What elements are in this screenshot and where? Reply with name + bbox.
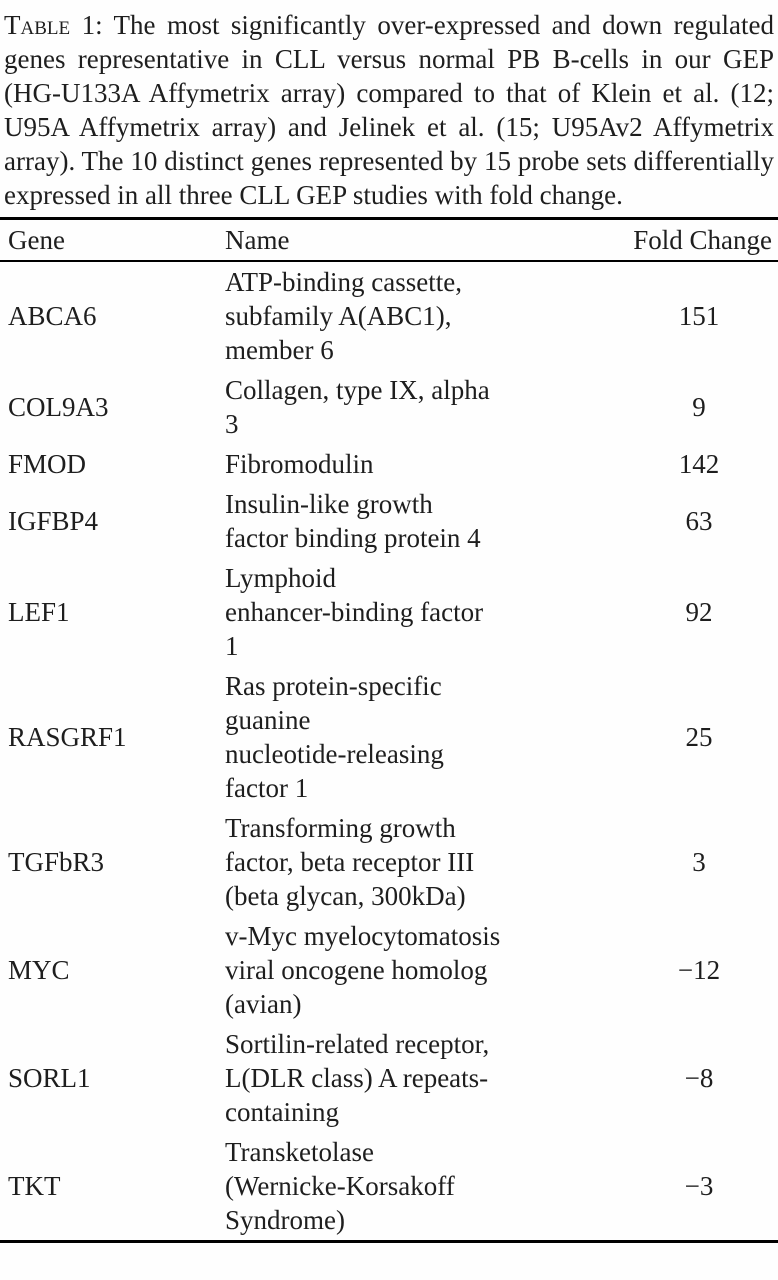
header-name: Name bbox=[225, 225, 290, 255]
gene-name-line: containing bbox=[225, 1097, 339, 1127]
gene-name-line: 3 bbox=[225, 409, 239, 439]
gene-name-line: Syndrome) bbox=[225, 1205, 345, 1235]
fold-change-cell: 142 bbox=[678, 449, 720, 479]
table-row: MYC v-Myc myelocytomatosis viral oncogene … bbox=[0, 916, 778, 1024]
gene-symbol-cell: SORL1 bbox=[8, 1063, 91, 1093]
gene-name-cell: ATP-binding cassette, subfamily A(ABC1), m… bbox=[225, 261, 620, 370]
gene-symbol-cell: LEF1 bbox=[8, 597, 70, 627]
table-row: IGFBP4 Insulin-like growth factor binding … bbox=[0, 484, 778, 558]
gene-symbol-cell: TGFbR3 bbox=[8, 847, 105, 877]
gene-name-line: Fibromodulin bbox=[225, 449, 374, 479]
caption-number: 1: bbox=[81, 10, 103, 40]
gene-name-line: factor, beta receptor III bbox=[225, 847, 475, 877]
fold-change-cell: 63 bbox=[685, 506, 713, 536]
gene-table: Gene Name Fold Change ABCA6 ATP-binding c… bbox=[0, 217, 778, 1243]
header-fold-change: Fold Change bbox=[633, 225, 772, 255]
gene-name-line: (Wernicke-Korsakoff bbox=[225, 1171, 455, 1201]
gene-symbol-cell: RASGRF1 bbox=[8, 722, 127, 752]
table-row: FMOD Fibromodulin 142 bbox=[0, 444, 778, 484]
gene-name-line: member 6 bbox=[225, 335, 334, 365]
header-row: Gene Name Fold Change bbox=[0, 219, 778, 261]
gene-table-body: ABCA6 ATP-binding cassette, subfamily A(AB… bbox=[0, 261, 778, 1242]
fold-change-cell: −8 bbox=[684, 1063, 714, 1093]
table-row: COL9A3 Collagen, type IX, alpha 3 9 bbox=[0, 370, 778, 444]
gene-name-cell: Ras protein-specific guanine nucleotide-re… bbox=[225, 666, 620, 808]
gene-name-cell: Transforming growth factor, beta receptor… bbox=[225, 808, 620, 916]
gene-symbol-cell: IGFBP4 bbox=[8, 506, 99, 536]
gene-symbol-cell: MYC bbox=[8, 955, 70, 985]
gene-symbol-cell: COL9A3 bbox=[8, 392, 109, 422]
table-row: SORL1 Sortilin-related receptor, L(DLR cla… bbox=[0, 1024, 778, 1132]
gene-symbol-cell: FMOD bbox=[8, 449, 87, 479]
fold-change-cell: −3 bbox=[684, 1171, 714, 1201]
gene-symbol-cell: TKT bbox=[8, 1171, 61, 1201]
gene-name-line: viral oncogene homolog bbox=[225, 955, 488, 985]
gene-name-line: (beta glycan, 300kDa) bbox=[225, 881, 466, 911]
table-caption: Table 1: The most significantly over-exp… bbox=[4, 8, 774, 212]
gene-name-line: Transketolase bbox=[225, 1137, 374, 1167]
gene-name-cell: Transketolase (Wernicke-Korsakoff Syndrome… bbox=[225, 1132, 620, 1242]
gene-name-line: factor 1 bbox=[225, 773, 309, 803]
fold-change-cell: −12 bbox=[677, 955, 721, 985]
gene-name-cell: Sortilin-related receptor, L(DLR class) A… bbox=[225, 1024, 620, 1132]
gene-name-line: Transforming growth bbox=[225, 813, 456, 843]
gene-name-line: Lymphoid bbox=[225, 563, 337, 593]
fold-change-cell: 151 bbox=[678, 301, 720, 331]
table-row: TKT Transketolase (Wernicke-Korsakoff Syndr… bbox=[0, 1132, 778, 1242]
fold-change-cell: 3 bbox=[692, 847, 706, 877]
fold-change-cell: 92 bbox=[685, 597, 713, 627]
fold-change-cell: 25 bbox=[685, 722, 713, 752]
table-row: ABCA6 ATP-binding cassette, subfamily A(AB… bbox=[0, 261, 778, 370]
gene-name-line: enhancer-binding factor bbox=[225, 597, 484, 627]
gene-name-line: (avian) bbox=[225, 989, 302, 1019]
header-gene: Gene bbox=[8, 225, 65, 255]
gene-name-line: Ras protein-specific bbox=[225, 671, 442, 701]
gene-name-line: Collagen, type IX, alpha bbox=[225, 375, 490, 405]
gene-name-line: factor binding protein 4 bbox=[225, 523, 481, 553]
gene-name-line: L(DLR class) A repeats- bbox=[225, 1063, 489, 1093]
gene-symbol-cell: ABCA6 bbox=[8, 301, 97, 331]
gene-name-line: Insulin-like growth bbox=[225, 489, 433, 519]
gene-name-line: v-Myc myelocytomatosis bbox=[225, 921, 501, 951]
caption-body: The most significantly over-expressed an… bbox=[4, 10, 775, 210]
gene-name-cell: Collagen, type IX, alpha 3 bbox=[225, 370, 620, 444]
gene-name-cell: v-Myc myelocytomatosis viral oncogene hom… bbox=[225, 916, 620, 1024]
table-row: RASGRF1 Ras protein-specific guanine nucleo… bbox=[0, 666, 778, 808]
table-row: LEF1 Lymphoid enhancer-binding factor 1 92 bbox=[0, 558, 778, 666]
gene-name-line: subfamily A(ABC1), bbox=[225, 301, 452, 331]
gene-name-cell: Lymphoid enhancer-binding factor 1 bbox=[225, 558, 620, 666]
gene-table-header: Gene Name Fold Change bbox=[0, 219, 778, 261]
fold-change-cell: 9 bbox=[692, 392, 706, 422]
gene-name-cell: Fibromodulin bbox=[225, 444, 620, 484]
gene-name-line: ATP-binding cassette, bbox=[225, 267, 462, 297]
table-row: TGFbR3 Transforming growth factor, beta re… bbox=[0, 808, 778, 916]
gene-name-line: nucleotide-releasing bbox=[225, 739, 444, 769]
gene-name-line: 1 bbox=[225, 631, 239, 661]
gene-name-line: Sortilin-related receptor, bbox=[225, 1029, 490, 1059]
gene-name-line: guanine bbox=[225, 705, 311, 735]
caption-label: Table bbox=[4, 10, 71, 40]
gene-name-cell: Insulin-like growth factor binding protei… bbox=[225, 484, 620, 558]
